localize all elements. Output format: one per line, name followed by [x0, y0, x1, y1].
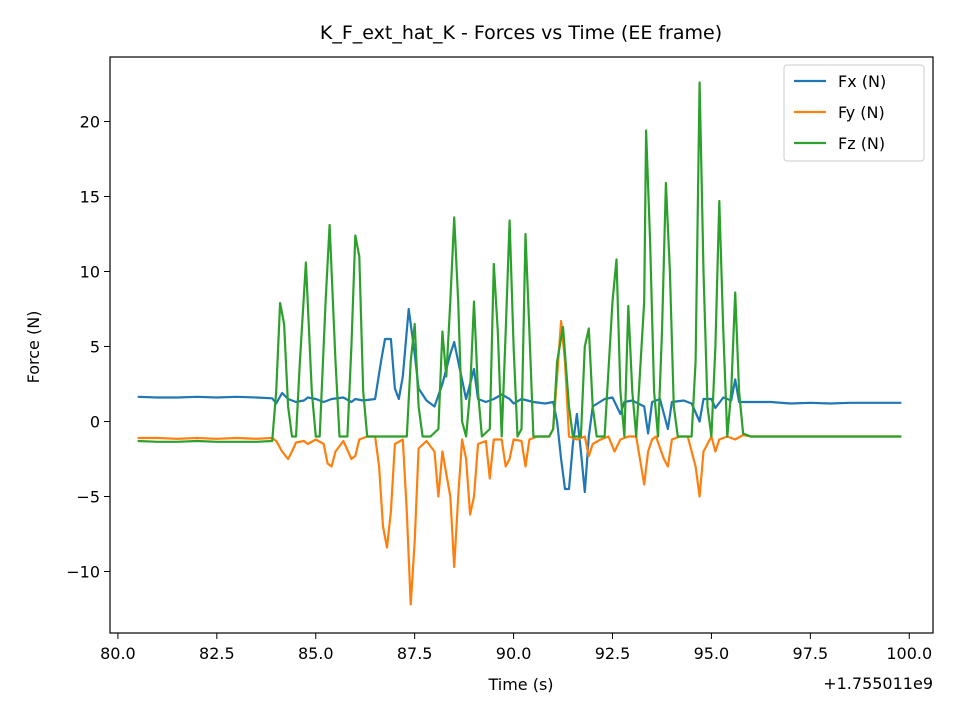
x-tick-label: 92.5 [595, 644, 631, 663]
y-axis-label: Force (N) [24, 311, 43, 384]
x-tick-label: 97.5 [793, 644, 829, 663]
series-layer [137, 81, 902, 606]
x-tick-label: 82.5 [199, 644, 235, 663]
legend-entry-label: Fy (N) [838, 103, 885, 122]
x-tick-label: 80.0 [100, 644, 136, 663]
x-tick-label: 100.0 [886, 644, 932, 663]
x-tick-label: 90.0 [496, 644, 532, 663]
y-tick-label: 20 [80, 113, 100, 132]
legend-box [783, 64, 925, 162]
y-tick-label: 10 [80, 263, 100, 282]
x-axis-label: Time (s) [487, 675, 553, 694]
plot-area-frame [109, 56, 934, 634]
chart-title: K_F_ext_hat_K - Forces vs Time (EE frame… [320, 22, 722, 44]
y-tick-label: −10 [66, 563, 100, 582]
legend-entry-label: Fx (N) [838, 72, 886, 91]
y-tick-label: 0 [90, 413, 100, 432]
y-tick-label: −5 [76, 488, 100, 507]
x-tick-label: 85.0 [298, 644, 334, 663]
y-tick-label: 5 [90, 338, 100, 357]
legend: Fx (N) Fy (N) Fz (N) [783, 64, 925, 162]
series-line-2 [137, 319, 902, 606]
x-tick-label: 95.0 [694, 644, 730, 663]
series-line-3 [137, 81, 902, 443]
x-axis-offset-label: +1.755011e9 [823, 674, 933, 693]
x-axis: 80.0 82.5 85.0 87.5 90.0 92.5 95.0 97.5 100.0 [100, 633, 932, 663]
x-tick-label: 87.5 [397, 644, 433, 663]
y-tick-label: 15 [80, 188, 100, 207]
legend-entry-label: Fz (N) [838, 134, 885, 153]
y-axis: −10 −5 0 5 10 15 20 [66, 113, 110, 582]
